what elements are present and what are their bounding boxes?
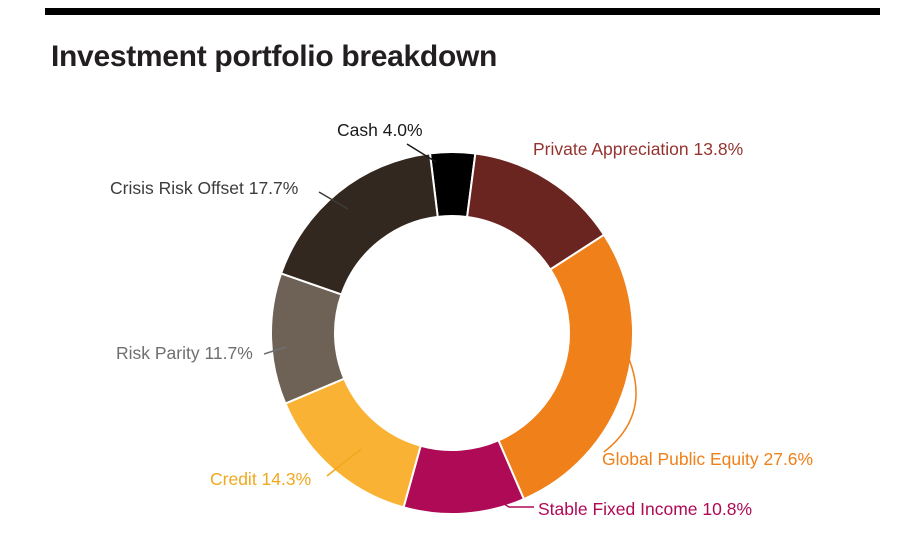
slice-label-global-public-equity: Global Public Equity 27.6% — [602, 449, 814, 469]
leader-line-risk-parity — [263, 346, 287, 355]
top-divider-bar — [45, 8, 880, 15]
leader-line-credit — [326, 448, 362, 477]
slice-label-risk-parity: Risk Parity 11.7% — [116, 343, 253, 363]
leader-line-stable-fixed-income — [482, 490, 534, 508]
leader-line-cash — [406, 143, 437, 163]
leader-lines — [263, 143, 637, 508]
slice-global-public-equity — [497, 233, 634, 501]
slice-label-stable-fixed-income: Stable Fixed Income 10.8% — [538, 499, 753, 519]
slice-risk-parity — [270, 272, 346, 405]
leader-line-global-public-equity — [603, 351, 637, 453]
leader-line-crisis-risk-offset — [318, 191, 349, 210]
slice-label-cash: Cash 4.0% — [337, 120, 423, 140]
slice-label-credit: Credit 14.3% — [210, 469, 312, 489]
slice-label-crisis-risk-offset: Crisis Risk Offset 17.7% — [110, 178, 299, 198]
slice-label-private-appreciation: Private Appreciation 13.8% — [533, 139, 744, 159]
donut-slices — [270, 151, 634, 515]
slice-crisis-risk-offset — [279, 152, 439, 296]
page-title: Investment portfolio breakdown — [51, 40, 498, 73]
